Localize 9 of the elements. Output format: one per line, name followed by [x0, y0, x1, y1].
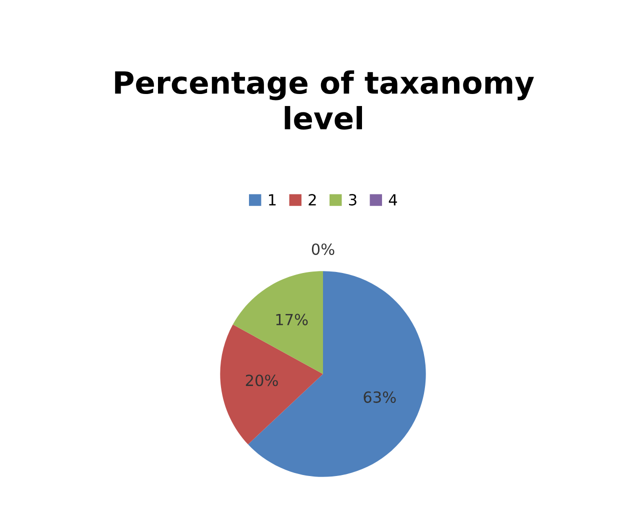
legend-label: 4 [388, 194, 398, 206]
data-label: 63% [364, 391, 396, 403]
data-label: 17% [276, 314, 308, 326]
chart-title: Percentage of taxanomy level [115, 70, 534, 130]
data-label: 20% [246, 374, 278, 386]
legend-label: 2 [308, 194, 316, 206]
text: 0% [312, 243, 334, 256]
legend-label: 1 [268, 194, 276, 206]
legend-label: 3 [349, 194, 356, 206]
